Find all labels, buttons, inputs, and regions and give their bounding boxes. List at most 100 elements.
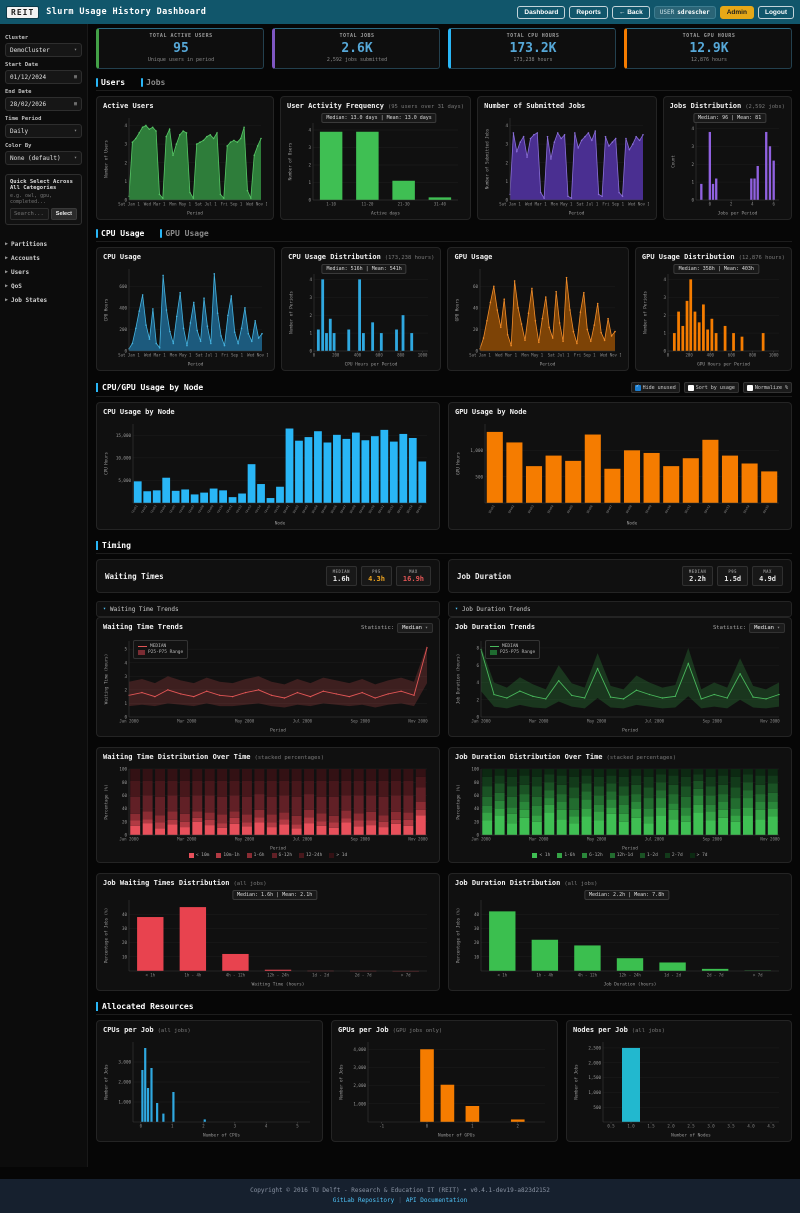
legend-item[interactable]: > 1d: [329, 853, 347, 858]
duration-stacked-chart[interactable]: 0 20 40 60 80 100 Jan 2000 Mar 2000 May 2000 Jul …: [455, 763, 785, 851]
legend-item[interactable]: < 1h: [532, 853, 550, 858]
svg-text:cpu05: cpu05: [168, 504, 177, 514]
sidebar-item-partitions[interactable]: ▶ Partitions: [5, 240, 48, 248]
tab-users[interactable]: Users: [96, 78, 125, 87]
active-users-chart[interactable]: 0 1 2 3 4 Sat Jan 1 Wed Mar 1 Mon May 1 Sat Jul …: [103, 112, 267, 216]
waiting-times-summary: Waiting Times MEDIAN 1.6h P95 4.3h MAX 16.9…: [96, 559, 440, 593]
cpus-per-job-chart[interactable]: 1,000 2,000 3,000 0 1 2 3 4 5 Number of CPUs Numbe…: [103, 1036, 316, 1138]
cpu-by-node-chart[interactable]: 5,000 10,000 15,000 cpu01 cpu02 cpu03 cpu04 cpu…: [103, 418, 433, 526]
svg-text:gpu03: gpu03: [301, 504, 310, 514]
statistic-select[interactable]: Median ▾: [749, 623, 785, 633]
collapse-waiting-trends[interactable]: ▾ Waiting Time Trends: [96, 601, 440, 617]
cpu-distribution-chart[interactable]: 0 1 2 3 4 0 200 400 600 800 1000 CPU Hours per Peri…: [288, 263, 434, 367]
reports-button[interactable]: Reports: [569, 5, 608, 19]
tab-jobs[interactable]: Jobs: [141, 78, 165, 87]
waiting-dist-chart[interactable]: 10 20 30 40 < 1h 1h - 4h 4h - 12h 12h - 24h 1d -…: [103, 889, 433, 987]
svg-text:0: 0: [124, 833, 127, 838]
quick-select-search-input[interactable]: [10, 208, 49, 220]
legend-item[interactable]: 6-12h: [271, 853, 292, 858]
end-date-input[interactable]: 28/02/2026 ▦: [5, 97, 82, 111]
statistic-select[interactable]: Median ▾: [397, 623, 433, 633]
color-by-select[interactable]: None (default) ▾: [5, 151, 82, 165]
cluster-select[interactable]: DemoCluster ▾: [5, 43, 82, 57]
svg-text:Number of Periods: Number of Periods: [289, 291, 294, 334]
svg-text:30: 30: [474, 926, 480, 931]
svg-text:1: 1: [308, 180, 311, 185]
gpu-distribution-chart[interactable]: 0 1 2 3 4 0 200 400 600 800 1000 GPU Hours per Peri…: [642, 263, 785, 367]
svg-text:CPU Hours per Period: CPU Hours per Period: [345, 362, 398, 368]
sidebar-item-users[interactable]: ▶ Users: [5, 268, 30, 276]
chevron-right-icon: ▶: [5, 297, 9, 303]
navbar: REIT Slurm Usage History Dashboard Dashb…: [0, 0, 800, 24]
duration-dist-chart[interactable]: 10 20 30 40 < 1h 1h - 4h 4h - 12h 12h - 24h 1d -…: [455, 889, 785, 987]
svg-text:60: 60: [473, 284, 479, 289]
sidebar-item-accounts[interactable]: ▶ Accounts: [5, 254, 40, 262]
sidebar-item-qos[interactable]: ▶ QoS: [5, 282, 22, 290]
svg-text:Jan 2000: Jan 2000: [471, 719, 491, 724]
svg-text:Fri Sep 1: Fri Sep 1: [602, 202, 624, 207]
legend-item[interactable]: 12h-1d: [609, 853, 633, 858]
svg-text:0: 0: [476, 349, 479, 354]
quick-select-button[interactable]: Select: [50, 208, 77, 220]
user-activity-chart[interactable]: 0 1 2 3 4 1-10 11-20 21-30 31-40 Active days Numbe…: [287, 112, 464, 216]
legend-item[interactable]: < 10m: [188, 853, 209, 858]
waiting-trends-chart[interactable]: 0 1 2 3 4 5 Jan 2000 Mar 2000 May 2000 Jul 2000 Se…: [103, 635, 433, 733]
svg-text:6: 6: [476, 663, 479, 668]
toggle-hide-unused[interactable]: ✓ Hide unused: [630, 382, 680, 393]
svg-text:Period: Period: [622, 728, 638, 734]
start-date-input[interactable]: 01/12/2024 ▦: [5, 70, 82, 84]
jobs-distribution-chart[interactable]: 0 1 2 3 4 0 2 4 6 Jobs per Period Count Median: 96 …: [670, 112, 785, 216]
legend-item[interactable]: > 7d: [689, 853, 708, 858]
waiting-stacked-chart[interactable]: 0 20 40 60 80 100 Jan 2000 Mar 2000 May 2000 Jul …: [103, 763, 433, 851]
gpus-per-job-chart[interactable]: 1,000 2,000 3,000 4,000 -1 0 1 2 Number of GPUs N…: [338, 1036, 551, 1138]
svg-text:Nov 2000: Nov 2000: [760, 719, 780, 724]
svg-text:Period: Period: [187, 211, 203, 217]
legend-item[interactable]: 1-6h: [557, 853, 575, 858]
toggle-sort-by-usage[interactable]: Sort by usage: [683, 382, 739, 393]
svg-text:Mar 2000: Mar 2000: [177, 837, 197, 842]
svg-text:Waiting Time (hours): Waiting Time (hours): [252, 982, 305, 988]
legend-item[interactable]: 10m-1h: [216, 853, 240, 858]
svg-text:Sat Jul 1: Sat Jul 1: [195, 202, 217, 207]
collapse-duration-trends[interactable]: ▾ Job Duration Trends: [448, 601, 792, 617]
svg-text:1.0: 1.0: [627, 1124, 635, 1129]
toggle-normalize[interactable]: Normalize %: [742, 382, 792, 393]
svg-text:2,000: 2,000: [588, 1060, 601, 1065]
chevron-right-icon: ▶: [5, 241, 9, 247]
copyright-text: Copyright © 2016 TU Delft - Research & E…: [250, 1187, 550, 1194]
api-docs-link[interactable]: API Documentation: [405, 1197, 468, 1204]
logout-button[interactable]: Logout: [757, 5, 794, 19]
nodes-per-job-chart[interactable]: 500 1,000 1,500 2,000 2,500 0.5 1.0 1.5 2.0 2.5 3.…: [573, 1036, 785, 1138]
svg-text:cpu02: cpu02: [140, 504, 149, 514]
duration-trends-chart[interactable]: 0 2 4 6 8 Jan 2000 Mar 2000 May 2000 Jul 2000 Sep…: [455, 635, 785, 733]
svg-text:cpu14: cpu14: [253, 504, 262, 514]
svg-text:Sat Jan 1: Sat Jan 1: [470, 353, 492, 358]
time-period-select[interactable]: Daily ▾: [5, 124, 82, 138]
gitlab-link[interactable]: GitLab Repository: [332, 1197, 395, 1204]
user-badge: USER sdrescher: [653, 5, 716, 19]
chart-svg: 500 1,000 1,500 2,000 2,500 0.5 1.0 1.5 2.0 2.5 3.…: [574, 1042, 779, 1138]
legend-item[interactable]: 12-24h: [299, 853, 322, 858]
legend-item[interactable]: 1-6h: [246, 853, 265, 858]
statistic-label: Statistic:: [360, 625, 395, 631]
max-chip: MAX 16.9h: [395, 566, 431, 586]
dashboard-button[interactable]: Dashboard: [517, 5, 566, 19]
admin-button[interactable]: Admin: [719, 5, 754, 19]
cpu-usage-chart[interactable]: 0 200 400 600 Sat Jan 1 Wed Mar 1 Mon May 1 Sat…: [103, 263, 268, 367]
svg-text:0: 0: [140, 1124, 143, 1129]
svg-text:400: 400: [707, 353, 715, 358]
svg-text:Sat Jan 1: Sat Jan 1: [118, 353, 140, 358]
submitted-jobs-chart[interactable]: 0 1 2 3 4 Sat Jan 1 Wed Mar 1 Mon May 1 Sat Jul …: [484, 112, 649, 216]
legend-item[interactable]: 1-2d: [639, 853, 658, 858]
gpu-usage-chart[interactable]: 0 20 40 60 Sat Jan 1 Wed Mar 1 Mon May 1 Sat Ju…: [454, 263, 621, 367]
stat-card-cpu-hours: TOTAL CPU HOURS 173.2K 173,238 hours: [448, 28, 616, 69]
tab-cpu-usage[interactable]: CPU Usage: [96, 229, 144, 238]
legend-item[interactable]: 6-12h: [582, 853, 603, 858]
back-button[interactable]: ← Back: [611, 5, 650, 19]
svg-text:gpu10: gpu10: [664, 504, 673, 514]
sidebar-item-job-states[interactable]: ▶ Job States: [5, 296, 48, 304]
svg-text:Number of Users: Number of Users: [104, 140, 109, 178]
legend-item[interactable]: 2-7d: [664, 853, 683, 858]
tab-gpu-usage[interactable]: GPU Usage: [160, 229, 209, 238]
gpu-by-node-chart[interactable]: 500 1,000 gpu01 gpu02 gpu03 gpu04 gpu05 gpu06 gp…: [455, 418, 785, 526]
